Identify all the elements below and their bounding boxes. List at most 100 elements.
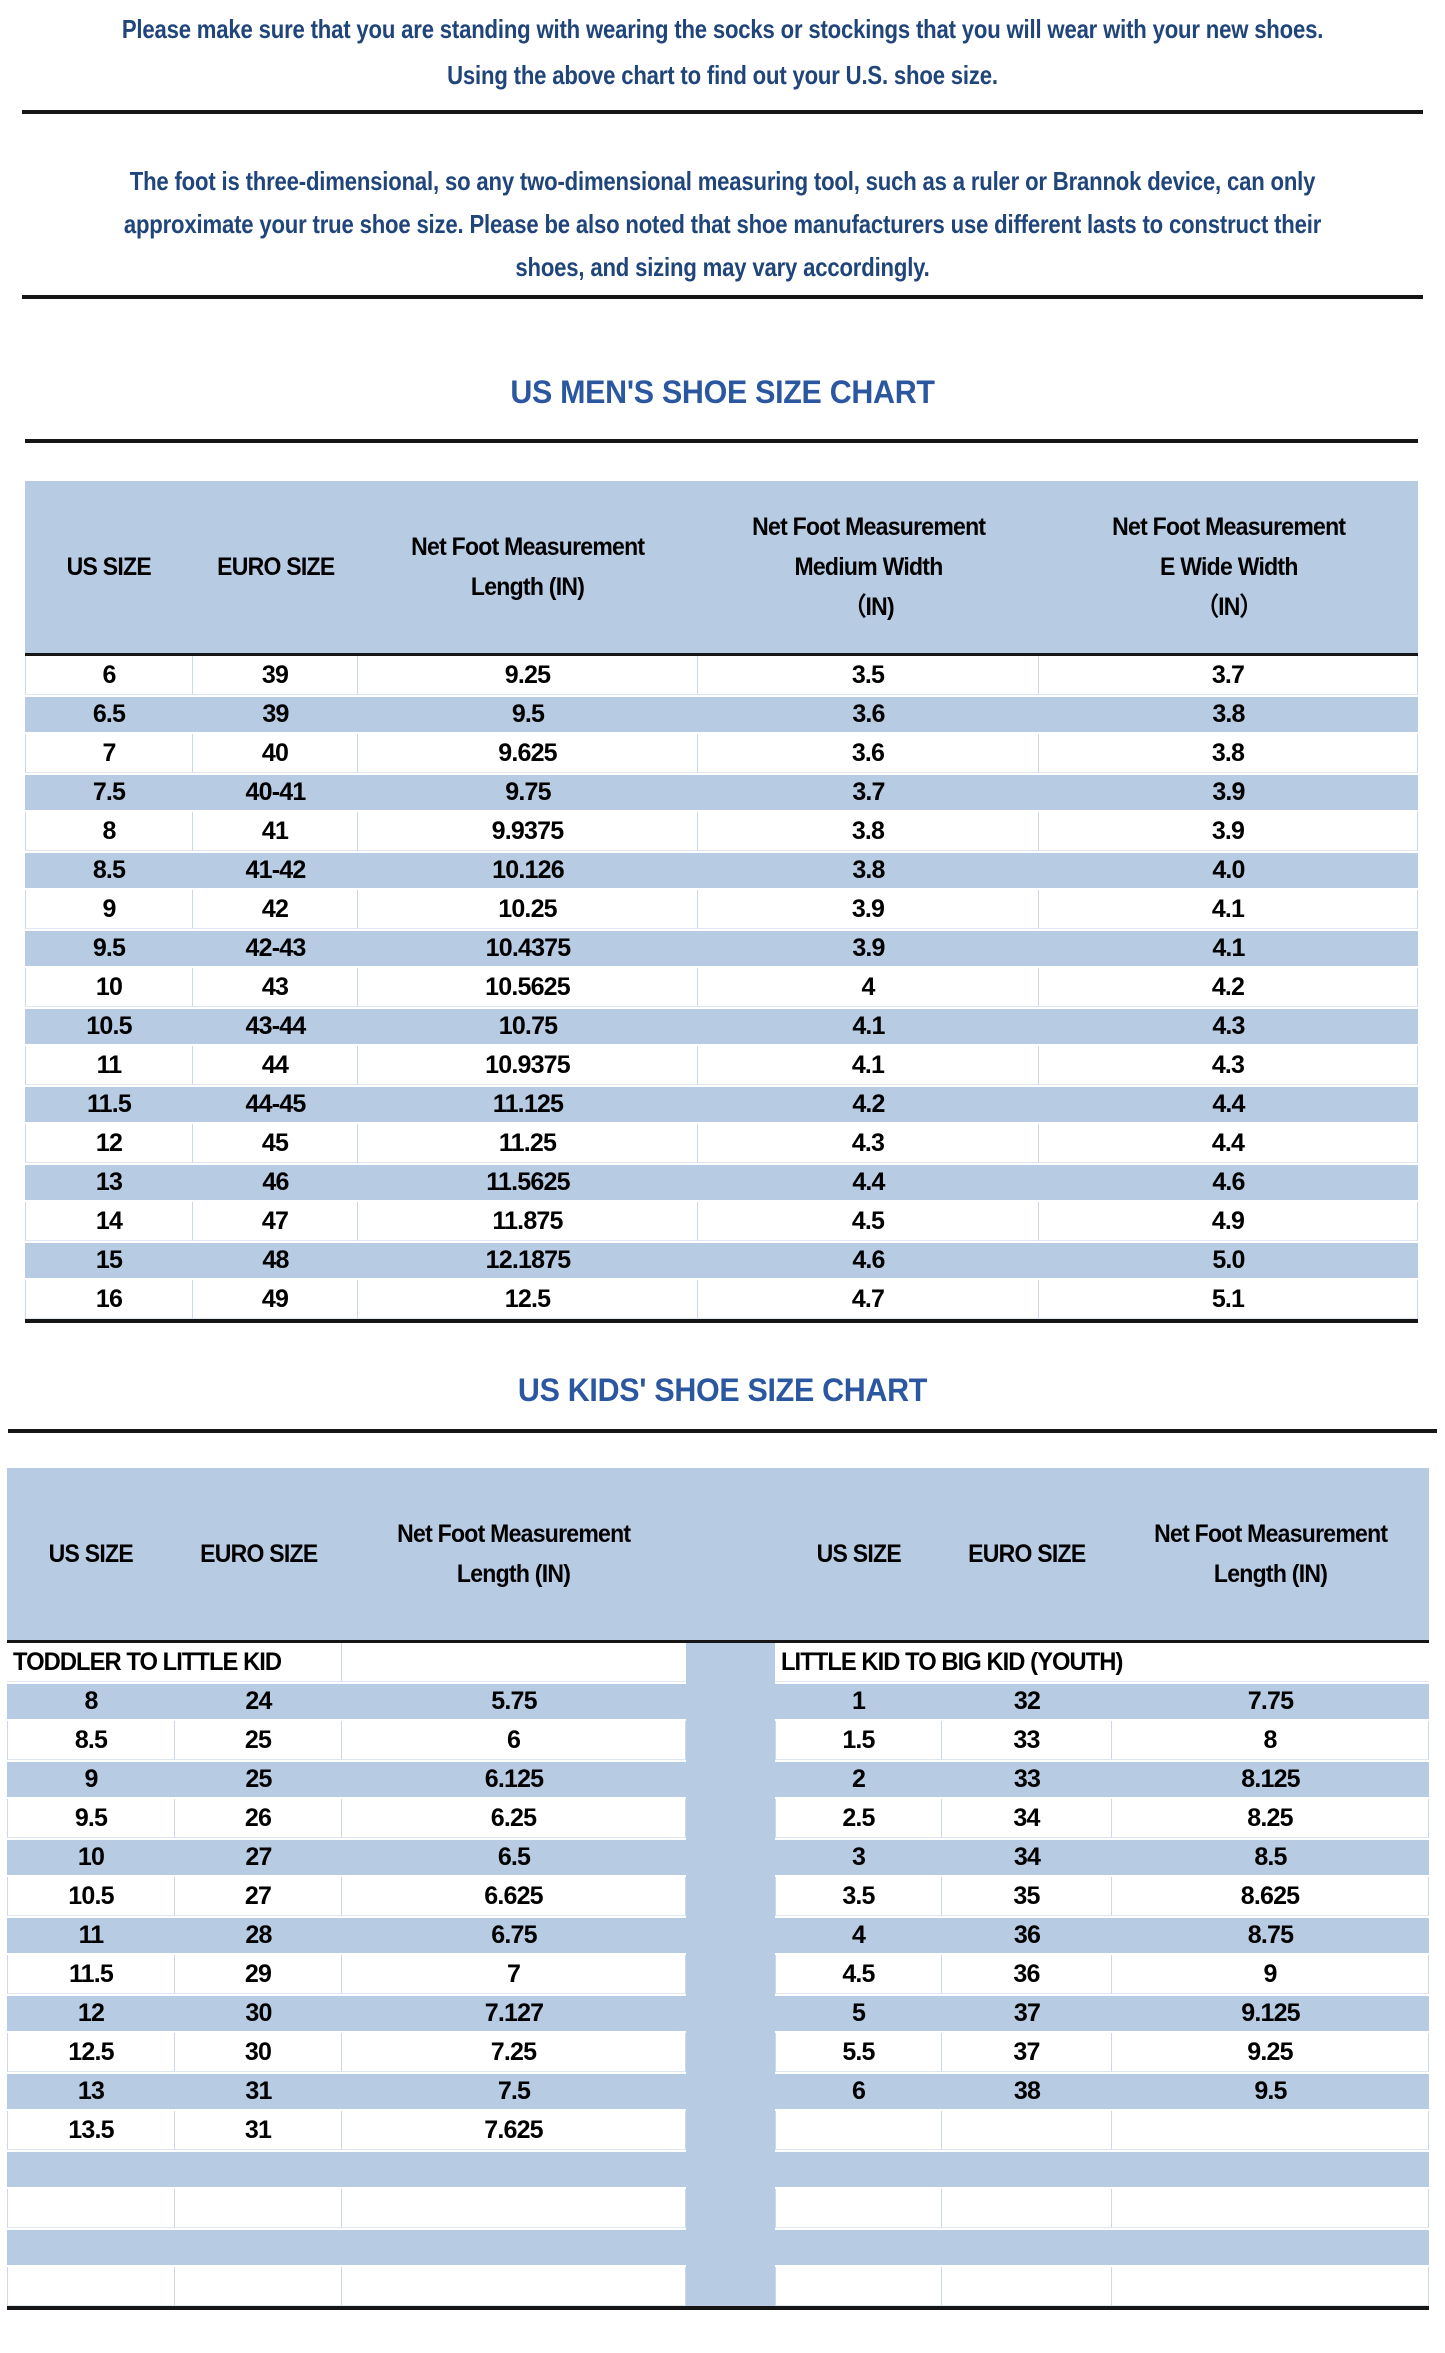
table-cell: 10.4375	[358, 929, 698, 968]
table-cell: 25	[175, 1760, 342, 1799]
table-cell: 11	[7, 1916, 175, 1955]
intro-line: Using the above chart to find out your U…	[447, 60, 998, 90]
table-cell: 9	[1112, 1955, 1429, 1994]
table-row: 13 31 7.5 6 38 9.5	[7, 2072, 1429, 2111]
table-cell: 42	[193, 890, 358, 929]
table-cell: 7.127	[342, 1994, 686, 2033]
table-cell: 4.1	[698, 1046, 1039, 1085]
table-cell: 3.8	[698, 851, 1039, 890]
table-cell: 4	[775, 1916, 942, 1955]
table-cell: 2	[775, 1760, 942, 1799]
table-divider-column	[686, 1468, 775, 1640]
table-cell: 11.5	[25, 1085, 193, 1124]
table-cell: 3.7	[1039, 656, 1418, 695]
table-cell: 37	[942, 1994, 1112, 2033]
table-cell: 27	[175, 1877, 342, 1916]
table-cell: 44	[193, 1046, 358, 1085]
table-cell: 47	[193, 1202, 358, 1241]
table-row: 10 27 6.5 3 34 8.5	[7, 1838, 1429, 1877]
column-header-euro-size: EURO SIZE	[199, 1540, 318, 1568]
table-cell: 27	[175, 1838, 342, 1877]
column-header-euro-size: EURO SIZE	[968, 1540, 1086, 1568]
table-divider-column	[686, 1721, 775, 1760]
table-row: 9.5 26 6.25 2.5 34 8.25	[7, 1799, 1429, 1838]
table-cell: 9	[7, 1760, 175, 1799]
table-cell: 5.75	[342, 1682, 686, 1721]
table-cell	[775, 2111, 942, 2150]
table-row: 6.5 39 9.5 3.6 3.8	[25, 695, 1418, 734]
horizontal-rule	[25, 439, 1418, 443]
table-cell: 9.5	[25, 929, 193, 968]
table-cell: 9	[25, 890, 193, 929]
table-cell: 30	[175, 1994, 342, 2033]
table-cell: 12.1875	[358, 1241, 698, 1280]
table-cell: 41-42	[193, 851, 358, 890]
table-row: 12 45 11.25 4.3 4.4	[25, 1124, 1418, 1163]
mens-table-header-row: US SIZE EURO SIZE Net Foot Measurement L…	[25, 481, 1418, 656]
kids-chart-title: US KIDS' SHOE SIZE CHART	[517, 1372, 928, 1408]
column-header-euro-size: EURO SIZE	[216, 553, 335, 581]
table-cell: 8.25	[1112, 1799, 1429, 1838]
table-row: 9 42 10.25 3.9 4.1	[25, 890, 1418, 929]
horizontal-rule	[8, 1429, 1437, 1433]
table-cell: 8.125	[1112, 1760, 1429, 1799]
table-cell: 6	[775, 2072, 942, 2111]
table-cell: 15	[25, 1241, 193, 1280]
table-cell: 5	[775, 1994, 942, 2033]
table-divider-column	[686, 1760, 775, 1799]
table-cell: 45	[193, 1124, 358, 1163]
table-cell: 36	[942, 1955, 1112, 1994]
kids-table-body: 8 24 5.75 1 32 7.75 8.5 25 6 1.5 33 8 9 25 6.125 2 33 8.1…	[7, 1682, 1429, 2306]
table-cell: 4.3	[698, 1124, 1039, 1163]
table-cell: 7	[25, 734, 193, 773]
table-cell: 9.25	[358, 656, 698, 695]
table-cell: 11.25	[358, 1124, 698, 1163]
table-row: 11.5 44-45 11.125 4.2 4.4	[25, 1085, 1418, 1124]
table-divider-column	[686, 2111, 775, 2150]
table-cell	[1112, 2189, 1429, 2228]
table-cell: 3.6	[698, 695, 1039, 734]
table-cell: 9.625	[358, 734, 698, 773]
table-cell: 39	[193, 695, 358, 734]
table-cell: 5.5	[775, 2033, 942, 2072]
table-cell: 4	[698, 968, 1039, 1007]
table-row: 9.5 42-43 10.4375 3.9 4.1	[25, 929, 1418, 968]
table-cell: 7.625	[342, 2111, 686, 2150]
table-cell: 10.5	[7, 1877, 175, 1916]
table-cell	[1112, 2228, 1429, 2267]
table-cell: 10.9375	[358, 1046, 698, 1085]
table-cell: 3.9	[698, 929, 1039, 968]
table-divider-column	[686, 1838, 775, 1877]
table-row: 8 41 9.9375 3.8 3.9	[25, 812, 1418, 851]
table-cell: 9.5	[1112, 2072, 1429, 2111]
table-cell: 8	[25, 812, 193, 851]
note-line: approximate your true shoe size. Please …	[123, 209, 1322, 239]
table-row: 7.5 40-41 9.75 3.7 3.9	[25, 773, 1418, 812]
column-header-length: Net Foot Measurement Length (IN)	[397, 1520, 631, 1588]
table-row	[7, 2150, 1429, 2189]
table-cell: 40-41	[193, 773, 358, 812]
table-cell: 3.6	[698, 734, 1039, 773]
column-header-e-wide-width: Net Foot Measurement E Wide Width （IN）	[1111, 513, 1346, 621]
table-cell: 4.4	[1039, 1085, 1418, 1124]
table-cell: 43	[193, 968, 358, 1007]
table-cell: 12	[25, 1124, 193, 1163]
note-line: shoes, and sizing may vary accordingly.	[515, 252, 930, 282]
table-divider-column	[686, 1682, 775, 1721]
table-row: 12 30 7.127 5 37 9.125	[7, 1994, 1429, 2033]
table-row	[7, 2228, 1429, 2267]
table-row: 11 28 6.75 4 36 8.75	[7, 1916, 1429, 1955]
table-cell: 9.25	[1112, 2033, 1429, 2072]
table-bottom-rule	[25, 1319, 1418, 1323]
table-cell: 26	[175, 1799, 342, 1838]
section-label-youth: LITTLE KID TO BIG KID (YOUTH)	[775, 1643, 1429, 1682]
table-cell: 44-45	[193, 1085, 358, 1124]
table-cell: 32	[942, 1682, 1112, 1721]
table-cell	[342, 1643, 686, 1682]
table-cell	[175, 2189, 342, 2228]
table-cell	[775, 2267, 942, 2306]
table-cell: 8	[7, 1682, 175, 1721]
table-cell: 34	[942, 1838, 1112, 1877]
mens-table-body: 6 39 9.25 3.5 3.7 6.5 39 9.5 3.6 3.8 7 40 9.625 3.6 3.…	[25, 656, 1418, 1319]
table-cell: 10.126	[358, 851, 698, 890]
